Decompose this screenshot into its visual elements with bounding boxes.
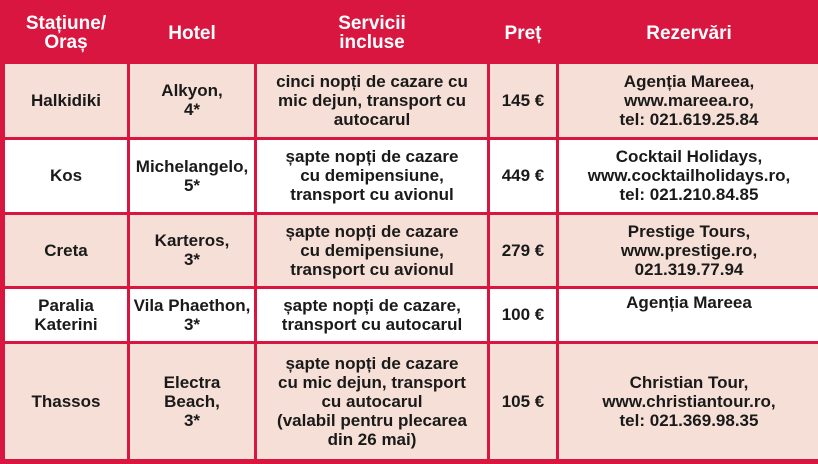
cell-price: 145 € <box>490 64 556 137</box>
cell-services: cinci nopți de cazare cu mic dejun, tran… <box>257 64 487 137</box>
table-row: Thassos Electra Beach, 3* șapte nopți de… <box>5 344 818 459</box>
header-resort: Stațiune/ Oraș <box>5 5 127 61</box>
cell-hotel: Electra Beach, 3* <box>130 344 254 459</box>
table-row: Kos Michelangelo, 5* șapte nopți de caza… <box>5 139 818 213</box>
cell-hotel: Vila Phaethon, 3* <box>130 288 254 342</box>
cell-price: 449 € <box>490 139 556 213</box>
cell-services: șapte nopți de cazare cu demipensiune, t… <box>257 139 487 213</box>
cell-price: 105 € <box>490 344 556 459</box>
cell-city: Creta <box>5 215 127 286</box>
cell-services: șapte nopți de cazare cu demipensiune, t… <box>257 215 487 286</box>
cell-services: șapte nopți de cazare cu mic dejun, tran… <box>257 344 487 459</box>
cell-services: șapte nopți de cazare, transport cu auto… <box>257 288 487 342</box>
cell-booking: Cocktail Holidays, www.cocktailholidays.… <box>559 139 818 213</box>
cell-city: Kos <box>5 139 127 213</box>
header-hotel: Hotel <box>130 5 254 61</box>
header-bookings: Rezervări <box>559 5 818 61</box>
cell-price: 279 € <box>490 215 556 286</box>
cell-booking: Christian Tour, www.christiantour.ro, te… <box>559 344 818 459</box>
cell-city: Thassos <box>5 344 127 459</box>
cell-hotel: Karteros, 3* <box>130 215 254 286</box>
cell-hotel: Michelangelo, 5* <box>130 139 254 213</box>
cell-city: Paralia Katerini <box>5 288 127 342</box>
cell-hotel: Alkyon, 4* <box>130 64 254 137</box>
table-header-row: Stațiune/ Oraș Hotel Servicii incluse Pr… <box>5 5 818 61</box>
cell-booking: Prestige Tours, www.prestige.ro, 021.319… <box>559 215 818 286</box>
table-row: Halkidiki Alkyon, 4* cinci nopți de caza… <box>5 64 818 137</box>
cell-booking: Agenția Mareea, www.mareea.ro, tel: 021.… <box>559 64 818 137</box>
table-row: Creta Karteros, 3* șapte nopți de cazare… <box>5 215 818 286</box>
header-price: Preț <box>490 5 556 61</box>
header-services: Servicii incluse <box>257 5 487 61</box>
table-row: Paralia Katerini Vila Phaethon, 3* șapte… <box>5 288 818 342</box>
cell-booking: Agenția Mareea <box>559 288 818 342</box>
cell-price: 100 € <box>490 288 556 342</box>
cell-city: Halkidiki <box>5 64 127 137</box>
